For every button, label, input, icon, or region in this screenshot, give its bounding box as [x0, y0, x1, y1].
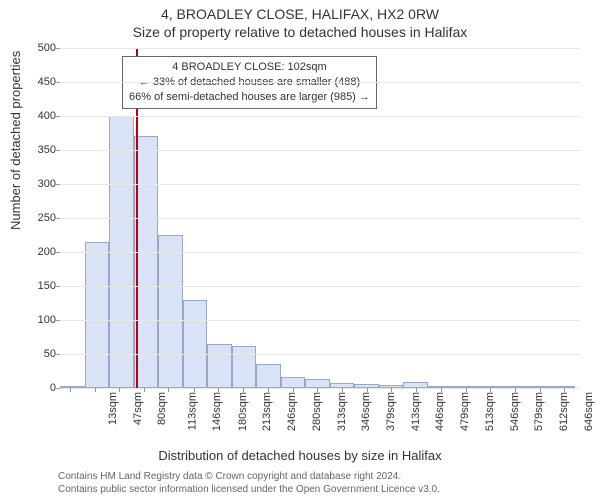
xtick-mark	[515, 388, 516, 392]
x-axis-label: Distribution of detached houses by size …	[0, 448, 600, 463]
xtick-label: 646sqm	[583, 392, 595, 431]
footer-line1: Contains HM Land Registry data © Crown c…	[58, 471, 440, 484]
ytick-label: 100	[16, 314, 56, 326]
chart-container: 4, BROADLEY CLOSE, HALIFAX, HX2 0RW Size…	[0, 0, 600, 500]
ytick-mark	[56, 150, 60, 151]
ytick-label: 450	[16, 76, 56, 88]
ytick-label: 250	[16, 212, 56, 224]
ytick-label: 500	[16, 42, 56, 54]
xtick-mark	[466, 388, 467, 392]
xtick-mark	[293, 388, 294, 392]
gridline	[60, 286, 580, 287]
footer-line2: Contains public sector information licen…	[58, 484, 440, 497]
xtick-label: 346sqm	[360, 392, 372, 431]
histogram-bar	[183, 300, 208, 388]
gridline	[60, 184, 580, 185]
ytick-mark	[56, 184, 60, 185]
xtick-mark	[342, 388, 343, 392]
xtick-label: 13sqm	[107, 392, 119, 425]
gridline	[60, 252, 580, 253]
ytick-mark	[56, 354, 60, 355]
annotation-line3: 66% of semi-detached houses are larger (…	[129, 90, 370, 105]
ytick-label: 0	[16, 382, 56, 394]
xtick-mark	[441, 388, 442, 392]
histogram-bar	[158, 235, 183, 388]
xtick-label: 513sqm	[484, 392, 496, 431]
ytick-mark	[56, 218, 60, 219]
xtick-mark	[391, 388, 392, 392]
histogram-bar	[207, 344, 232, 388]
xtick-label: 479sqm	[459, 392, 471, 431]
gridline	[60, 116, 580, 117]
footer-attribution: Contains HM Land Registry data © Crown c…	[58, 471, 440, 496]
xtick-label: 413sqm	[410, 392, 422, 431]
xtick-label: 113sqm	[186, 392, 198, 430]
xtick-mark	[218, 388, 219, 392]
ytick-mark	[56, 286, 60, 287]
xtick-mark	[564, 388, 565, 392]
page-title-line2: Size of property relative to detached ho…	[0, 24, 600, 40]
xtick-mark	[119, 388, 120, 392]
ytick-mark	[56, 320, 60, 321]
xtick-mark	[317, 388, 318, 392]
ytick-label: 350	[16, 144, 56, 156]
histogram-bar	[305, 379, 330, 388]
histogram-bar	[85, 242, 110, 388]
gridline	[60, 388, 580, 389]
xtick-mark	[194, 388, 195, 392]
xtick-mark	[243, 388, 244, 392]
xtick-label: 47sqm	[132, 392, 144, 425]
ytick-label: 150	[16, 280, 56, 292]
xtick-mark	[268, 388, 269, 392]
gridline	[60, 48, 580, 49]
ytick-label: 300	[16, 178, 56, 190]
xtick-mark	[367, 388, 368, 392]
xtick-label: 446sqm	[434, 392, 446, 431]
xtick-label: 80sqm	[156, 392, 168, 425]
xtick-label: 280sqm	[311, 392, 323, 431]
gridline	[60, 150, 580, 151]
gridline	[60, 82, 580, 83]
xtick-mark	[416, 388, 417, 392]
xtick-label: 579sqm	[533, 392, 545, 431]
ytick-label: 400	[16, 110, 56, 122]
ytick-mark	[56, 48, 60, 49]
xtick-label: 313sqm	[336, 392, 348, 431]
ytick-mark	[56, 388, 60, 389]
gridline	[60, 354, 580, 355]
ytick-label: 200	[16, 246, 56, 258]
gridline	[60, 320, 580, 321]
xtick-label: 546sqm	[509, 392, 521, 431]
xtick-label: 213sqm	[261, 392, 273, 431]
ytick-mark	[56, 82, 60, 83]
xtick-mark	[168, 388, 169, 392]
histogram-bar	[232, 346, 257, 388]
xtick-mark	[490, 388, 491, 392]
xtick-label: 146sqm	[212, 392, 224, 431]
plot-area: 4 BROADLEY CLOSE: 102sqm ← 33% of detach…	[60, 48, 580, 389]
ytick-mark	[56, 252, 60, 253]
xtick-mark	[540, 388, 541, 392]
page-title-line1: 4, BROADLEY CLOSE, HALIFAX, HX2 0RW	[0, 6, 600, 22]
xtick-label: 612sqm	[558, 392, 570, 431]
xtick-mark	[144, 388, 145, 392]
histogram-bar	[281, 377, 306, 388]
xtick-mark	[95, 388, 96, 392]
xtick-label: 180sqm	[237, 392, 249, 431]
xtick-mark	[70, 388, 71, 392]
ytick-mark	[56, 116, 60, 117]
histogram-bar	[256, 364, 281, 388]
gridline	[60, 218, 580, 219]
xtick-label: 379sqm	[385, 392, 397, 431]
annotation-line1: 4 BROADLEY CLOSE: 102sqm	[129, 60, 370, 75]
xtick-label: 246sqm	[286, 392, 298, 431]
ytick-label: 50	[16, 348, 56, 360]
